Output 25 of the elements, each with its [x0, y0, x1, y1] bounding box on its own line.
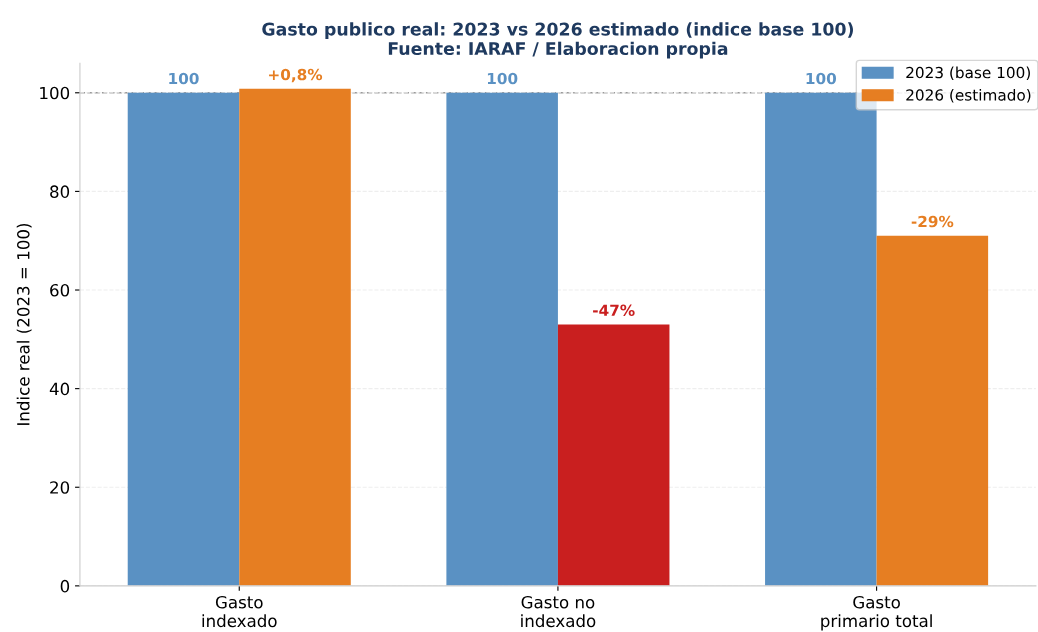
y-tick-label: 20 [50, 481, 70, 494]
bar [127, 92, 240, 586]
legend-label: 2026 (estimado) [906, 88, 1031, 103]
x-tick-label: Gasto primario total [821, 595, 932, 631]
data-label: 100 [487, 72, 518, 85]
y-axis-title: Indice real (2023 = 100) [16, 223, 32, 425]
bar [765, 92, 877, 586]
y-tick-label: 40 [49, 382, 70, 396]
data-label: 100 [169, 72, 199, 85]
bar [239, 88, 351, 586]
annotation: -47% [593, 304, 635, 317]
y-tick-label: 100 [40, 86, 70, 100]
y-tick-label: 60 [50, 283, 70, 297]
y-tick-label: 80 [50, 185, 70, 198]
bar [446, 92, 558, 586]
annotation: -29% [911, 215, 954, 228]
bar [876, 235, 989, 586]
data-label: 100 [806, 72, 837, 85]
bar [557, 324, 670, 586]
annotation: +0,8% [269, 68, 323, 83]
legend-label: 2023 (base 100) [906, 66, 1030, 81]
x-tick-label: Gasto indexado [202, 595, 277, 628]
chart-title: Gasto publico real: 2023 vs 2026 estimado (indice base 100) Fuente: IARAF / Elaboracion propia [262, 22, 853, 59]
y-tick-label: 0 [60, 579, 70, 593]
x-tick-label: Gasto no indexado [521, 595, 596, 628]
